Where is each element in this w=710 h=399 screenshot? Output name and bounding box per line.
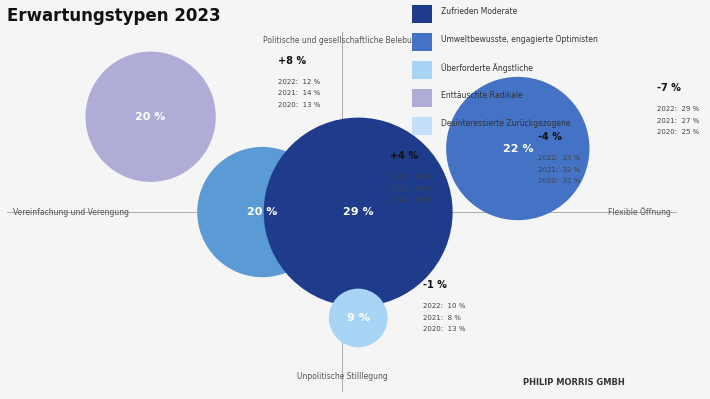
Text: -7 %: -7 %	[657, 83, 681, 93]
Text: Desinteressierte Zurückgezogene: Desinteressierte Zurückgezogene	[441, 119, 570, 128]
Text: Vereinfachung und Verengung: Vereinfachung und Verengung	[13, 207, 129, 217]
Text: Unpolitische Stilllegung: Unpolitische Stilllegung	[297, 373, 388, 381]
Text: -4 %: -4 %	[537, 132, 562, 142]
Text: Überforderte Ängstliche: Überforderte Ängstliche	[441, 63, 532, 73]
Point	[257, 209, 268, 215]
Point	[352, 315, 364, 321]
Text: 2022:  10 %: 2022: 10 %	[422, 303, 465, 309]
Text: Flexible Öffnung: Flexible Öffnung	[608, 207, 671, 217]
Text: +8 %: +8 %	[278, 56, 307, 66]
Text: 2021:  20 %: 2021: 20 %	[390, 186, 432, 192]
Point	[145, 114, 156, 120]
Text: 20 %: 20 %	[247, 207, 278, 217]
Text: 20 %: 20 %	[136, 112, 166, 122]
Text: PHILIP MORRIS GMBH: PHILIP MORRIS GMBH	[523, 378, 625, 387]
Text: Enttäuschte Radikale: Enttäuschte Radikale	[441, 91, 523, 100]
Text: Umweltbewusste, engagierte Optimisten: Umweltbewusste, engagierte Optimisten	[441, 36, 598, 44]
FancyBboxPatch shape	[412, 61, 432, 79]
FancyBboxPatch shape	[412, 33, 432, 51]
FancyBboxPatch shape	[412, 5, 432, 23]
Text: 2020:  31 %: 2020: 31 %	[537, 178, 580, 184]
Text: 2022:  29 %: 2022: 29 %	[657, 106, 699, 112]
Text: 9 %: 9 %	[346, 313, 370, 323]
Point	[352, 209, 364, 215]
FancyBboxPatch shape	[412, 117, 432, 135]
Text: 2021:  14 %: 2021: 14 %	[278, 90, 321, 96]
FancyBboxPatch shape	[412, 89, 432, 107]
Text: 2021:  8 %: 2021: 8 %	[422, 315, 461, 321]
Text: 2022:  33 %: 2022: 33 %	[537, 155, 580, 161]
Text: +4 %: +4 %	[390, 151, 418, 161]
Text: 22 %: 22 %	[503, 144, 533, 154]
Text: 2021:  27 %: 2021: 27 %	[657, 118, 699, 124]
Text: Erwartungstypen 2023: Erwartungstypen 2023	[7, 7, 221, 25]
Text: 29 %: 29 %	[343, 207, 373, 217]
Text: 2022:  18 %: 2022: 18 %	[390, 174, 432, 180]
Text: 2020:  13 %: 2020: 13 %	[278, 102, 321, 108]
Text: 2022:  12 %: 2022: 12 %	[278, 79, 321, 85]
Text: 2020:  18 %: 2020: 18 %	[390, 197, 432, 203]
Text: 2020:  13 %: 2020: 13 %	[422, 326, 465, 332]
Point	[512, 145, 523, 152]
Text: 2021:  32 %: 2021: 32 %	[537, 166, 580, 172]
Text: 2020:  25 %: 2020: 25 %	[657, 129, 699, 136]
Text: -1 %: -1 %	[422, 280, 447, 290]
Text: Politische und gesellschaftliche Belebung: Politische und gesellschaftliche Belebun…	[263, 36, 422, 45]
Text: Zufrieden Moderate: Zufrieden Moderate	[441, 8, 517, 16]
